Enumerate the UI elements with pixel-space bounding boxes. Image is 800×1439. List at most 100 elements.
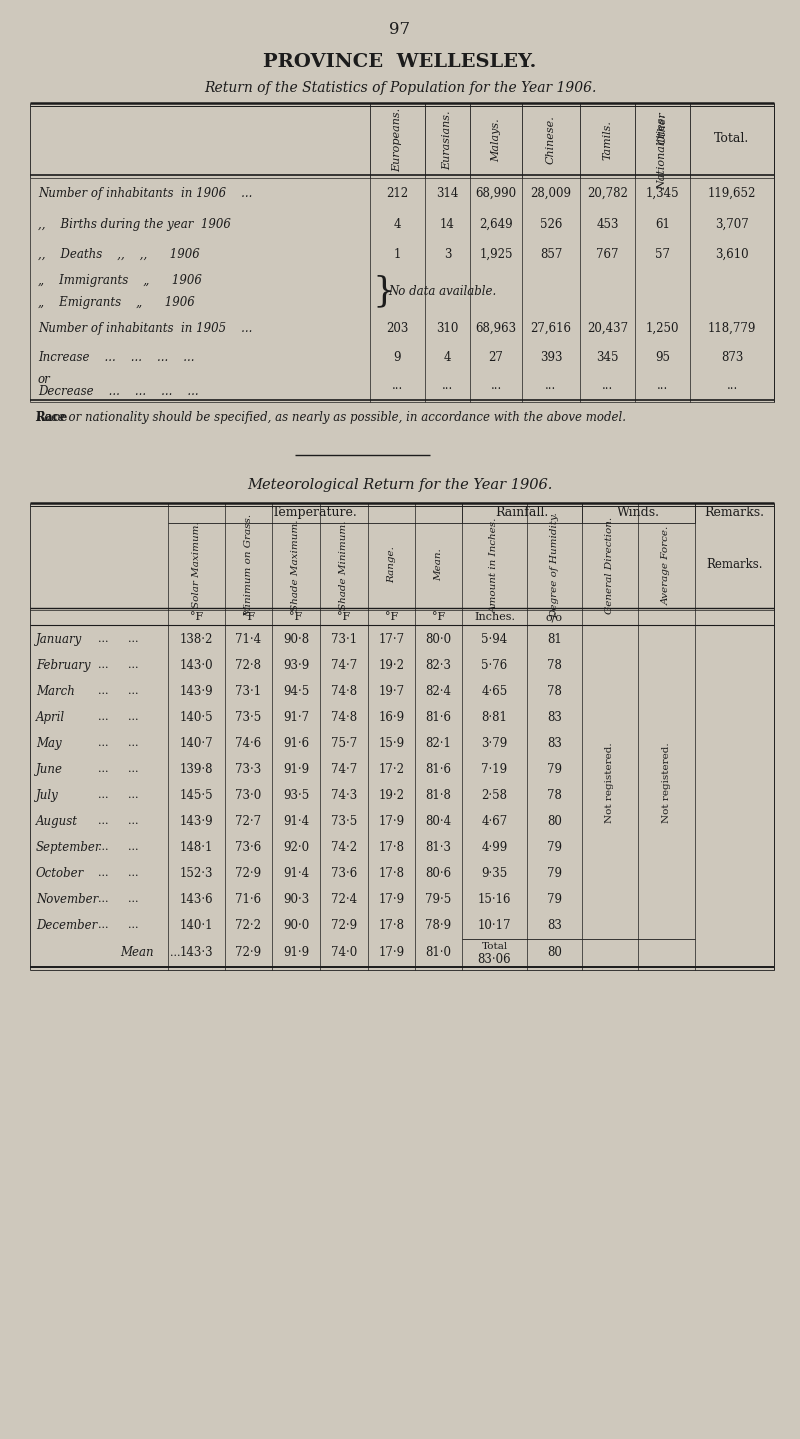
Text: ,,    Deaths    ,,    ,,      1906: ,, Deaths ,, ,, 1906 [38, 248, 200, 260]
Text: Tamils.: Tamils. [602, 119, 613, 160]
Text: ...: ... [392, 378, 403, 391]
Text: 91·4: 91·4 [283, 868, 309, 881]
Text: 90·8: 90·8 [283, 633, 309, 646]
Text: 203: 203 [386, 322, 409, 335]
Text: 9: 9 [394, 351, 402, 364]
Text: 393: 393 [540, 351, 562, 364]
Text: 526: 526 [540, 217, 562, 232]
Text: 143·9: 143·9 [180, 814, 214, 827]
Text: ...: ... [98, 764, 109, 774]
Text: 16·9: 16·9 [378, 711, 405, 724]
Text: 79: 79 [547, 840, 562, 853]
Text: 75·7: 75·7 [331, 737, 357, 750]
Text: ...: ... [602, 378, 613, 391]
Text: 17·8: 17·8 [378, 840, 405, 853]
Text: ...: ... [98, 712, 109, 722]
Text: 19·2: 19·2 [378, 659, 405, 672]
Text: 3·79: 3·79 [482, 737, 508, 750]
Text: 767: 767 [596, 248, 618, 260]
Text: 61: 61 [655, 217, 670, 232]
Text: ...: ... [98, 842, 109, 852]
Text: 140·1: 140·1 [180, 920, 214, 932]
Text: 74·0: 74·0 [331, 945, 357, 958]
Text: 72·2: 72·2 [235, 920, 262, 932]
Text: Winds.: Winds. [617, 507, 660, 519]
Text: Rainfall.: Rainfall. [495, 507, 549, 519]
Text: 17·9: 17·9 [378, 894, 405, 907]
Text: „    Emigrants    „      1906: „ Emigrants „ 1906 [38, 296, 194, 309]
Text: 94·5: 94·5 [283, 685, 309, 698]
Text: 68,963: 68,963 [475, 322, 517, 335]
Text: 73·1: 73·1 [331, 633, 357, 646]
Text: 80: 80 [547, 945, 562, 958]
Text: 17·9: 17·9 [378, 945, 405, 958]
Text: Not registered.: Not registered. [606, 743, 614, 823]
Text: 74·6: 74·6 [235, 737, 262, 750]
Text: 72·9: 72·9 [331, 920, 357, 932]
Text: Return of the Statistics of Population for the Year 1906.: Return of the Statistics of Population f… [204, 81, 596, 95]
Text: 314: 314 [436, 187, 458, 200]
Text: ...: ... [128, 712, 138, 722]
Text: 74·7: 74·7 [331, 659, 357, 672]
Text: 83: 83 [547, 737, 562, 750]
Text: 73·0: 73·0 [235, 789, 262, 802]
Text: General Direction.: General Direction. [606, 517, 614, 613]
Text: 73·6: 73·6 [331, 868, 357, 881]
Text: 78: 78 [547, 685, 562, 698]
Text: ...: ... [657, 378, 668, 391]
Text: Not registered.: Not registered. [662, 743, 671, 823]
Text: 73·6: 73·6 [235, 840, 262, 853]
Text: o/o: o/o [546, 612, 563, 622]
Text: ...: ... [98, 790, 109, 800]
Text: 81·0: 81·0 [426, 945, 451, 958]
Text: June: June [36, 763, 63, 776]
Text: 81·8: 81·8 [426, 789, 451, 802]
Text: Race or nationality should be specified, as nearly as possible, in accordance wi: Race or nationality should be specified,… [35, 412, 626, 425]
Text: or: or [38, 373, 50, 386]
Text: 140·7: 140·7 [180, 737, 214, 750]
Text: 17·7: 17·7 [378, 633, 405, 646]
Text: ...: ... [128, 921, 138, 931]
Text: 78·9: 78·9 [426, 920, 451, 932]
Text: 73·5: 73·5 [331, 814, 357, 827]
Text: 1,925: 1,925 [479, 248, 513, 260]
Text: 145·5: 145·5 [180, 789, 214, 802]
Text: 73·5: 73·5 [235, 711, 262, 724]
Text: 74·2: 74·2 [331, 840, 357, 853]
Text: 82·4: 82·4 [426, 685, 451, 698]
Text: 17·8: 17·8 [378, 868, 405, 881]
Text: 17·2: 17·2 [378, 763, 405, 776]
Text: ,,    Births during the year  1906: ,, Births during the year 1906 [38, 217, 231, 232]
Text: April: April [36, 711, 65, 724]
Text: ...: ... [128, 661, 138, 671]
Text: °F: °F [190, 612, 203, 622]
Text: 71·6: 71·6 [235, 894, 262, 907]
Text: 79: 79 [547, 868, 562, 881]
Text: Average Force.: Average Force. [662, 525, 671, 604]
Text: Remarks.: Remarks. [706, 558, 762, 571]
Text: PROVINCE  WELLESLEY.: PROVINCE WELLESLEY. [263, 53, 537, 71]
Text: 97: 97 [390, 22, 410, 39]
Text: Minimum on Grass.: Minimum on Grass. [244, 514, 253, 616]
Text: 139·8: 139·8 [180, 763, 214, 776]
Text: 10·17: 10·17 [478, 920, 511, 932]
Text: 83·06: 83·06 [478, 953, 511, 966]
Text: 4·99: 4·99 [482, 840, 508, 853]
Text: 5·76: 5·76 [482, 659, 508, 672]
Text: °F: °F [432, 612, 445, 622]
Text: Number of inhabitants  in 1906    ...: Number of inhabitants in 1906 ... [38, 187, 252, 200]
Text: ...: ... [128, 635, 138, 645]
Text: 83: 83 [547, 711, 562, 724]
Text: 90·0: 90·0 [283, 920, 309, 932]
Text: 7·19: 7·19 [482, 763, 507, 776]
Text: 92·0: 92·0 [283, 840, 309, 853]
Text: 3: 3 [444, 248, 451, 260]
Text: °F: °F [338, 612, 350, 622]
Text: ...: ... [128, 816, 138, 826]
Text: 81: 81 [547, 633, 562, 646]
Text: ...: ... [128, 869, 138, 878]
Text: 80·4: 80·4 [426, 814, 451, 827]
Text: ...: ... [98, 869, 109, 878]
Text: 4·67: 4·67 [482, 814, 508, 827]
Text: 90·3: 90·3 [283, 894, 309, 907]
